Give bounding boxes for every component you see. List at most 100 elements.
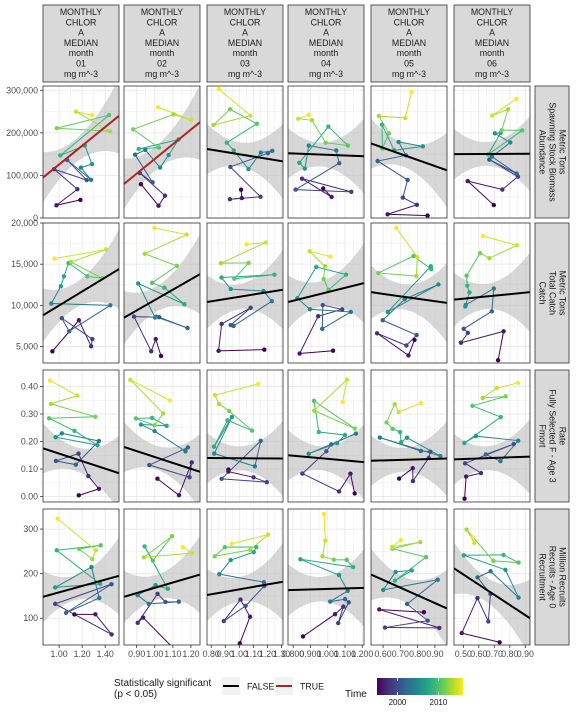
regression-line — [207, 148, 283, 163]
panel — [206, 369, 284, 503]
data-point — [392, 402, 397, 407]
series-segment — [214, 383, 259, 396]
series-segment — [70, 261, 103, 279]
strip-label: CHLOR — [477, 17, 508, 27]
panel — [453, 508, 531, 646]
strip-label: Metric Tons — [558, 271, 568, 316]
data-point — [486, 619, 491, 624]
data-point — [54, 548, 59, 553]
series-segment — [384, 620, 428, 629]
confidence-ribbon — [43, 229, 119, 343]
series-segment — [229, 196, 261, 200]
x-tick-label: 0.90 — [517, 649, 534, 659]
data-point — [340, 307, 345, 312]
series-segment — [60, 114, 110, 156]
strip-background — [534, 508, 570, 646]
data-point — [238, 187, 244, 192]
strip-background — [42, 4, 120, 83]
data-point — [396, 139, 401, 145]
panel-content — [454, 527, 530, 645]
data-point — [93, 548, 99, 553]
confidence-ribbon — [288, 243, 364, 329]
data-point — [459, 630, 464, 636]
data-point — [157, 315, 162, 320]
data-point — [312, 408, 317, 413]
data-point — [404, 601, 410, 607]
x-tick-label: 1.100 — [334, 649, 356, 659]
series-segment — [311, 119, 327, 143]
data-point — [334, 440, 340, 446]
series-segment — [239, 616, 251, 644]
data-point — [76, 451, 81, 456]
data-point — [330, 348, 336, 353]
data-point — [377, 607, 382, 612]
panel — [42, 85, 120, 219]
data-point — [435, 577, 440, 582]
series-segment — [299, 315, 319, 354]
data-point — [342, 432, 348, 438]
data-point — [297, 351, 302, 356]
series-segment — [63, 262, 70, 277]
series-segment — [249, 534, 269, 551]
series-segment — [485, 443, 514, 455]
data-point — [135, 620, 140, 626]
data-point — [212, 451, 217, 456]
confidence-ribbon — [371, 263, 447, 343]
series-segment — [164, 287, 185, 305]
data-point — [157, 165, 163, 170]
data-point — [508, 140, 513, 145]
series-segment — [491, 288, 495, 312]
data-point — [377, 435, 383, 440]
series-segment — [228, 471, 254, 478]
series-segment — [392, 548, 427, 558]
series-segment — [228, 410, 253, 431]
data-point — [321, 276, 326, 282]
data-point — [169, 533, 175, 539]
series-segment — [87, 275, 103, 279]
data-point — [66, 329, 72, 334]
data-point — [98, 543, 103, 548]
data-point — [224, 140, 230, 145]
series-segment — [219, 573, 264, 583]
strip-label: month — [397, 48, 422, 58]
series-segment — [379, 608, 440, 629]
series-segment — [318, 431, 346, 436]
data-point — [331, 557, 337, 562]
data-point — [225, 418, 230, 423]
data-point — [85, 274, 90, 279]
series-segment — [214, 546, 226, 557]
panel-border — [287, 85, 365, 219]
regression-line — [454, 567, 530, 620]
strip-label: Fmort — [538, 425, 548, 449]
data-point — [495, 357, 501, 363]
series-segment — [313, 400, 320, 433]
data-point — [93, 414, 98, 419]
series-segment — [378, 272, 417, 277]
data-point — [410, 465, 415, 471]
series-segment — [487, 130, 523, 155]
y-tick-label: 10,000 — [11, 300, 38, 310]
panel-border — [370, 85, 448, 219]
panel — [370, 508, 448, 646]
series-segment — [144, 253, 178, 267]
row-strip: Abundance Spawning Stock Biomass Metric To… — [534, 85, 570, 219]
series-segment — [54, 603, 112, 635]
series-segment — [386, 404, 396, 423]
data-point — [418, 448, 424, 454]
series-segment — [230, 307, 251, 326]
series-segment — [65, 583, 112, 614]
data-point — [376, 270, 381, 276]
strip-label: 01 — [76, 59, 86, 69]
data-point — [349, 189, 354, 195]
y-tick-label: 100,000 — [6, 170, 38, 180]
data-point — [211, 122, 216, 128]
series-segment — [391, 541, 421, 548]
series-segment — [79, 544, 101, 550]
data-point — [252, 464, 258, 469]
data-point — [463, 474, 469, 479]
strip-label: MONTHLY — [388, 7, 430, 17]
panel-border — [206, 508, 284, 646]
strip-label: month — [480, 48, 505, 58]
data-point — [320, 554, 325, 559]
